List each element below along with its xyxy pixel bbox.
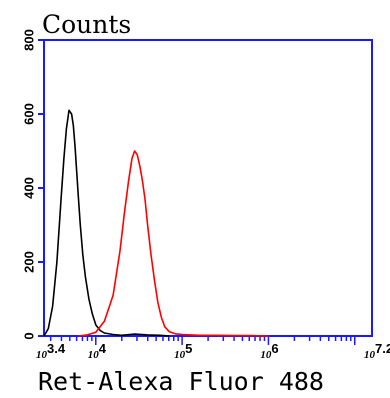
x-tick-label: 106	[260, 341, 278, 361]
x-tick-label: 107.2	[364, 341, 390, 361]
series-group	[43, 109, 269, 337]
x-tick-label: 105	[174, 341, 192, 361]
histogram-line-black	[43, 109, 170, 337]
x-axis-label: Ret-Alexa Fluor 488	[38, 367, 324, 396]
plot-area	[43, 39, 373, 337]
y-axis-ticks: 0 200 400 600 800	[21, 29, 44, 340]
histogram-line-red	[78, 150, 269, 337]
y-tick-label: 0	[21, 332, 36, 339]
chart-title: Counts	[42, 10, 131, 39]
y-tick-label: 800	[21, 29, 36, 51]
x-tick-label: 104	[88, 341, 107, 361]
x-axis-ticks: 103.4 104 105 106 107.2	[36, 336, 390, 361]
y-tick-label: 400	[21, 177, 36, 199]
y-tick-label: 200	[21, 251, 36, 273]
y-tick-label: 600	[21, 103, 36, 125]
x-tick-label: 103.4	[36, 341, 66, 361]
